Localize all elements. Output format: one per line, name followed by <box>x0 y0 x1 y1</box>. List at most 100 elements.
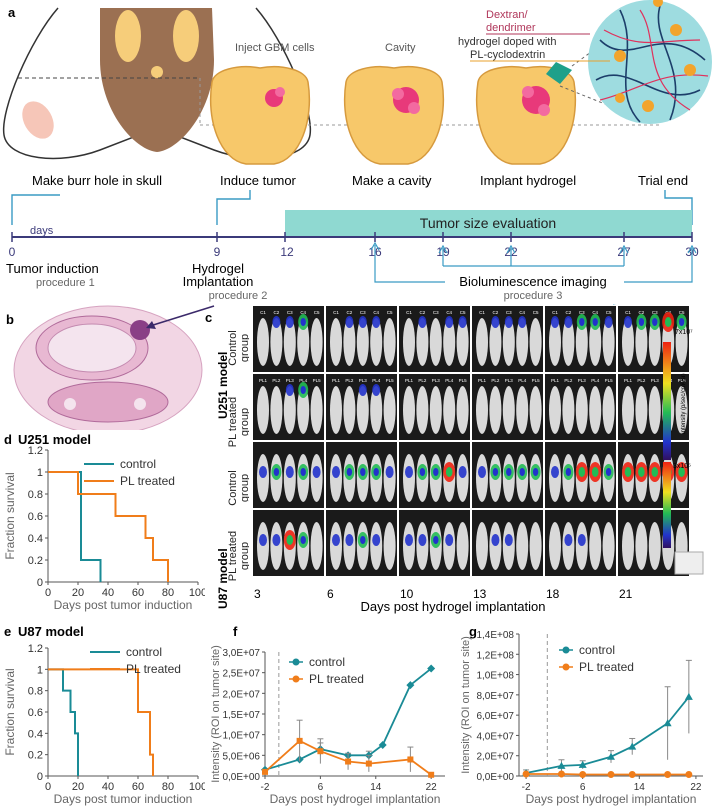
panel-e: e U87 model 0 0.2 0.4 0.6 0.8 1 1.2 0 20 40 60 80 10… <box>0 622 207 806</box>
luminescence-signal <box>312 466 321 478</box>
mouse-id: PL5 <box>532 378 541 383</box>
legend-label: PL treated <box>579 660 634 674</box>
mouse-body <box>310 454 323 502</box>
data-point <box>378 741 387 749</box>
mouse-id: PL1 <box>405 378 414 383</box>
day-label: 18 <box>546 587 560 601</box>
x-tick-label: 100 <box>189 781 205 793</box>
step-title-cavity: Cavity <box>385 42 416 54</box>
mouse-id: C1 <box>479 310 485 315</box>
data-point <box>663 719 672 727</box>
y-tick-label: 2,0E+07 <box>476 752 514 763</box>
mouse-body <box>356 386 369 434</box>
row-label-u251-pl: PL treated group <box>227 396 249 448</box>
data-point <box>628 742 637 750</box>
mouse-body <box>443 522 456 570</box>
data-point <box>664 770 672 778</box>
x-tick-label: 0 <box>45 587 51 599</box>
luminescence-signal <box>491 534 500 546</box>
data-point <box>578 760 587 768</box>
series-line <box>525 696 690 774</box>
timeline-tick: 0 <box>9 245 16 259</box>
y-tick-label: 5,0E+06 <box>222 751 260 762</box>
inset-label-dextran: Dextran/ <box>486 9 529 21</box>
panel-g: g 0,0E+00 2,0E+07 4,0E+07 6,0E+07 8,0E+07 1,0… <box>455 622 713 806</box>
mouse-id: C5 <box>606 310 612 315</box>
mouse-body <box>589 386 602 434</box>
luminescence-signal <box>504 534 513 546</box>
caption-make-cavity: Make a cavity <box>352 173 432 188</box>
mouse-id: PL1 <box>624 378 633 383</box>
mouse-body <box>270 318 283 366</box>
mouse-id: PL3 <box>651 378 660 383</box>
y-tick-label: 0.8 <box>28 489 43 501</box>
luminescence-signal <box>445 534 454 546</box>
luminescence-signal <box>345 316 354 328</box>
y-tick-label: 1.2 <box>28 445 43 457</box>
luminescence-signal <box>405 466 413 478</box>
mouse-body <box>549 318 561 366</box>
data-point <box>262 768 268 775</box>
mouse-id: C1 <box>625 310 631 315</box>
mouse-body <box>635 318 648 366</box>
y-tick-label: 2,0E+07 <box>222 689 260 700</box>
caption-burr-hole: Make burr hole in skull <box>32 173 162 188</box>
mouse-body <box>648 522 661 570</box>
x-tick-label: 6 <box>580 782 586 793</box>
luminescence-core <box>664 317 672 327</box>
x-tick-label: 40 <box>102 781 114 793</box>
y-tick-label: 0 <box>37 577 43 589</box>
luminescence-core <box>678 318 685 326</box>
mouse-body <box>476 318 488 366</box>
row-label-u87-control: Control group <box>227 470 249 506</box>
luminescence-core <box>300 318 306 326</box>
mouse-body <box>516 318 529 366</box>
mouse-body <box>310 318 323 366</box>
mouse-id: C2 <box>639 310 645 315</box>
mouse-id: C5 <box>533 310 539 315</box>
mouse-id: PL4 <box>518 378 527 383</box>
data-point <box>406 681 415 690</box>
mouse-id: C4 <box>373 310 379 315</box>
data-point <box>427 664 436 673</box>
luminescence-signal <box>285 316 294 328</box>
mouse-body <box>549 386 561 434</box>
luminescence-signal <box>624 316 632 328</box>
mouse-id: C1 <box>260 310 266 315</box>
mouse-body <box>489 386 502 434</box>
mouse-id: PL4 <box>299 378 308 383</box>
mouse-body <box>549 522 561 570</box>
panel-label-e: e <box>4 624 11 639</box>
panel-d: d U251 model 0 0.2 0.4 0.6 0.8 1 1.2 0 20 40 60 80 1… <box>0 430 207 615</box>
brain-slice-hydrogel <box>475 62 577 165</box>
mouse-body <box>648 318 661 366</box>
caption-implant-hydrogel: Implant hydrogel <box>480 173 576 188</box>
mouse-body <box>575 386 588 434</box>
luminescence-core <box>506 468 512 476</box>
mouse-id: C1 <box>406 310 412 315</box>
x-tick-label: 80 <box>162 781 174 793</box>
luminescence-core <box>346 468 353 476</box>
mouse-id: C3 <box>360 310 366 315</box>
mouse-id: C2 <box>493 310 499 315</box>
mouse-body <box>443 318 456 366</box>
y-tick-label: 6,0E+07 <box>476 711 514 722</box>
legend-marker <box>292 658 300 666</box>
mouse-body <box>297 386 310 434</box>
y-tick-label: 0.6 <box>28 511 43 523</box>
luminescence-signal <box>272 316 281 328</box>
y-tick-label: 1,0E+07 <box>222 731 260 742</box>
data-point <box>579 770 587 778</box>
mouse-body <box>589 318 602 366</box>
x-tick-label: 60 <box>132 587 144 599</box>
mouse-id: C3 <box>579 310 585 315</box>
row-label-u251-control: Control group <box>227 330 249 366</box>
mouse-body <box>502 386 515 434</box>
y-tick-label: 4,0E+07 <box>476 731 514 742</box>
luminescence-signal <box>345 534 354 546</box>
mouse-body <box>562 386 575 434</box>
x-tick-label: 22 <box>690 782 702 793</box>
luminescence-signal <box>332 466 340 478</box>
mouse-body <box>589 522 602 570</box>
inset-label-hydrogel: hydrogel doped with <box>458 36 556 48</box>
